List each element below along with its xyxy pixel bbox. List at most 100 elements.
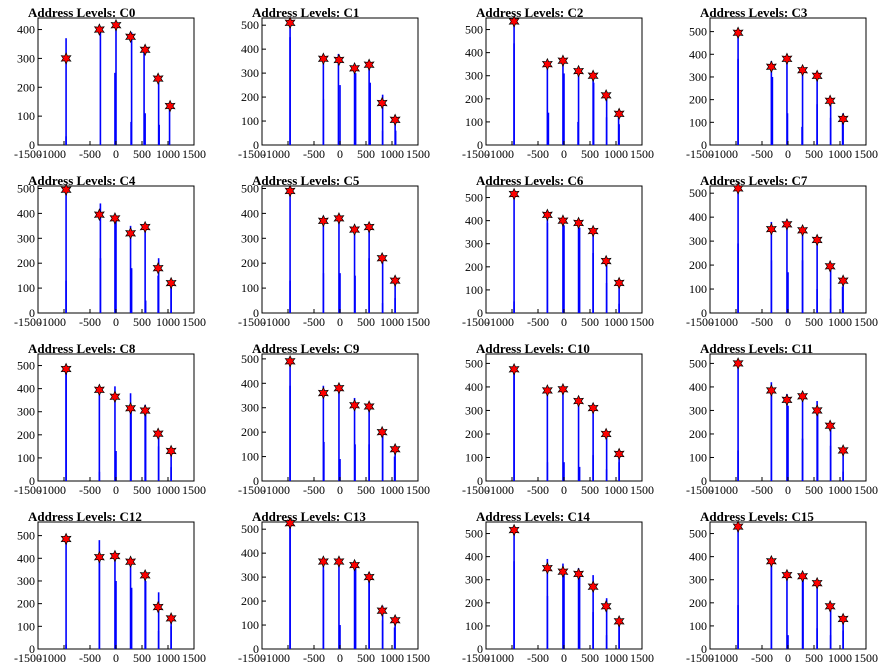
- y-tick-label: 200: [689, 596, 707, 610]
- star-marker: [587, 224, 599, 238]
- x-tick-label: 1500: [630, 483, 654, 497]
- star-marker: [165, 612, 177, 625]
- chart-plot: -1500-1000 -500 0 500 1000 1500 0 100 200 300 400 5…: [462, 521, 654, 665]
- star-marker: [152, 261, 164, 275]
- chart-title: Address Levels: C13: [252, 509, 366, 524]
- x-tick-label: 0: [113, 651, 119, 665]
- y-tick-label: 100: [465, 619, 483, 633]
- y-tick-label: 400: [17, 206, 35, 220]
- star-marker: [811, 576, 823, 590]
- x-tick-label: -1500: [14, 147, 42, 161]
- x-tick-label: 0: [337, 483, 343, 497]
- x-tick-label: -1000: [710, 651, 738, 665]
- x-tick-label: -500: [527, 315, 549, 329]
- chart-panel: Address Levels: C9 -1500 -1000 -500 0 500 1000…: [224, 336, 448, 504]
- y-tick-label: 100: [241, 450, 259, 464]
- star-marker: [109, 549, 121, 563]
- x-tick-label: -1500: [462, 483, 490, 497]
- x-tick-label: 500: [805, 315, 823, 329]
- star-marker: [60, 52, 72, 65]
- chart-title: Address Levels: C7: [700, 173, 808, 188]
- star-marker: [139, 568, 151, 582]
- y-tick-label: 400: [689, 210, 707, 224]
- x-tick-label: -1000: [486, 315, 514, 329]
- chart-panel: Address Levels: C12 -1500 -1000 -500 0 500 100…: [0, 504, 224, 672]
- chart-title: Address Levels: C1: [252, 5, 360, 20]
- y-tick-label: 100: [465, 450, 483, 464]
- x-tick-label: 0: [561, 315, 567, 329]
- star-marker: [508, 523, 520, 537]
- x-tick-label: -500: [303, 651, 325, 665]
- star-marker: [508, 362, 520, 376]
- star-marker: [376, 604, 388, 618]
- star-marker: [376, 425, 388, 439]
- chart-plot: -1500-1000 -500 0 500 1000 1500 0 100 200 300 400 5…: [462, 185, 654, 329]
- star-marker: [508, 187, 520, 201]
- x-tick-label: 1500: [854, 147, 878, 161]
- x-tick-label: 1500: [182, 315, 206, 329]
- x-tick-label: 1500: [406, 147, 430, 161]
- x-tick-label: 500: [133, 651, 151, 665]
- x-tick-label: 1500: [406, 315, 430, 329]
- y-tick-label: 200: [241, 256, 259, 270]
- star-marker: [781, 217, 793, 231]
- x-tick-label: -1000: [486, 483, 514, 497]
- y-tick-label: 400: [465, 380, 483, 394]
- star-marker: [541, 561, 553, 575]
- y-tick-label: 400: [465, 46, 483, 60]
- chart-panel: Address Levels: C5 -1500 -1000 -500 0 500 1000…: [224, 168, 448, 336]
- y-tick-label: 400: [241, 206, 259, 220]
- x-tick-label: 500: [805, 651, 823, 665]
- chart-panel: Address Levels: C0 -1500 -1000 -500 0 500 1000…: [0, 0, 224, 168]
- x-tick-label: 0: [113, 147, 119, 161]
- y-tick-label: 0: [477, 474, 483, 488]
- x-tick-label: -1500: [686, 651, 714, 665]
- star-marker: [797, 223, 809, 237]
- x-tick-label: -500: [303, 147, 325, 161]
- y-tick-label: 400: [465, 214, 483, 228]
- y-tick-label: 300: [241, 570, 259, 584]
- star-marker: [93, 550, 105, 564]
- x-tick-label: 1500: [630, 651, 654, 665]
- y-tick-label: 500: [689, 25, 707, 39]
- y-tick-label: 300: [17, 574, 35, 588]
- star-marker: [125, 555, 137, 569]
- y-tick-label: 400: [689, 380, 707, 394]
- y-tick-label: 0: [477, 138, 483, 152]
- x-tick-label: 1000: [828, 315, 852, 329]
- star-marker: [837, 274, 849, 287]
- star-marker: [824, 599, 836, 613]
- y-tick-label: 400: [689, 550, 707, 564]
- y-tick-label: 200: [465, 92, 483, 106]
- y-tick-label: 200: [465, 427, 483, 441]
- x-tick-label: 0: [785, 651, 791, 665]
- y-tick-label: 200: [241, 594, 259, 608]
- star-marker: [765, 384, 777, 397]
- star-marker: [389, 442, 401, 456]
- y-tick-label: 100: [241, 281, 259, 295]
- chart-title: Address Levels: C11: [700, 341, 814, 356]
- star-marker: [93, 383, 105, 397]
- y-tick-label: 300: [241, 231, 259, 245]
- y-tick-label: 200: [17, 256, 35, 270]
- y-tick-label: 300: [689, 573, 707, 587]
- y-tick-label: 100: [17, 281, 35, 295]
- y-tick-label: 200: [465, 596, 483, 610]
- chart-title: Address Levels: C3: [700, 5, 808, 20]
- star-marker: [573, 64, 585, 78]
- y-tick-label: 100: [689, 619, 707, 633]
- x-tick-label: -500: [751, 147, 773, 161]
- y-tick-label: 100: [689, 282, 707, 296]
- star-marker: [376, 96, 388, 110]
- star-marker: [811, 404, 823, 417]
- chart-title: Address Levels: C9: [252, 341, 360, 356]
- y-tick-label: 0: [29, 474, 35, 488]
- star-marker: [317, 214, 329, 228]
- star-marker: [732, 26, 744, 40]
- star-marker: [824, 259, 836, 273]
- star-marker: [557, 382, 569, 396]
- y-tick-label: 300: [17, 405, 35, 419]
- y-tick-label: 300: [689, 403, 707, 417]
- y-tick-label: 400: [17, 551, 35, 565]
- star-marker: [60, 532, 72, 546]
